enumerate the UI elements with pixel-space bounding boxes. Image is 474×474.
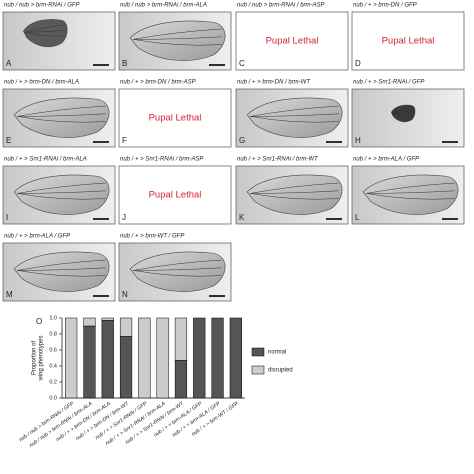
y-tick-label: 0.8 xyxy=(49,331,57,337)
wing-veins xyxy=(133,28,222,46)
wing-image xyxy=(13,251,110,292)
wing-veins xyxy=(17,182,106,200)
wing-veins xyxy=(17,259,106,277)
panel-label: nub / + > brm-ALA / GFP xyxy=(353,157,419,163)
panel-letter: F xyxy=(122,136,127,145)
wing-veins xyxy=(392,108,415,116)
wing-image xyxy=(246,174,343,215)
panel-letter: L xyxy=(355,213,360,222)
bar-segment xyxy=(174,360,188,399)
panel-letter: I xyxy=(6,213,8,222)
legend-swatch xyxy=(251,365,265,375)
bar-segment xyxy=(138,317,151,399)
panel-label: nub / nub > brm-RNAi / GFP xyxy=(4,3,80,9)
bar-segment xyxy=(65,317,78,399)
bar-segment xyxy=(156,317,169,399)
panel-label: nub / + > Snr1-RNAi / brm-ALA xyxy=(4,157,87,163)
wing-veins xyxy=(250,105,339,123)
legend-label: disrupted xyxy=(268,368,293,374)
y-tick-label: 0.2 xyxy=(49,379,57,385)
y-tick-label: 0.6 xyxy=(49,347,57,353)
panel-letter: O xyxy=(36,317,42,326)
panel-frame xyxy=(235,11,349,71)
wing-image xyxy=(13,174,110,215)
panel-label: nub / + > brm-DN / brm-WT xyxy=(237,80,311,86)
panel-frame xyxy=(351,11,465,71)
panel-label: nub / + > Snr1-RNAi / brm-ASP xyxy=(120,157,203,163)
panel-label: nub / nub > brm-RNAi / brm-ALA xyxy=(120,3,207,9)
panel-letter: J xyxy=(122,213,126,222)
panel-letter: G xyxy=(239,136,245,145)
panel-letter: N xyxy=(122,290,128,299)
bar-segment xyxy=(119,317,133,337)
bar-segment xyxy=(83,317,96,327)
panel-letter: D xyxy=(355,59,361,68)
wing-image xyxy=(246,97,343,138)
legend-swatch xyxy=(251,347,265,357)
wing-veins xyxy=(17,105,106,123)
pupal-lethal: Pupal Lethal xyxy=(266,36,319,47)
panel-letter: M xyxy=(6,290,13,299)
panel-letter: A xyxy=(6,59,12,68)
panel-letter: E xyxy=(6,136,11,145)
bar-segment xyxy=(211,317,224,399)
wing-image xyxy=(129,251,226,292)
panel-label: nub / + > brm-DN / GFP xyxy=(353,3,417,9)
wing-image xyxy=(129,20,226,61)
bar-chart: O Proportion of wing phenotypes 0.0 0.2 0.4 0.… xyxy=(18,315,293,448)
y-tick-label: 0.4 xyxy=(49,363,57,369)
y-tick-label: 1.0 xyxy=(49,315,57,321)
bar-segment xyxy=(193,317,206,399)
panel-letter: H xyxy=(355,136,361,145)
panel-label: nub / + > Snr1-RNAi / GFP xyxy=(353,80,424,86)
bar-segment xyxy=(174,317,188,361)
bar-segment xyxy=(229,317,242,399)
panel-label: nub / + > brm-ALA / GFP xyxy=(4,234,70,240)
panel-letter: K xyxy=(239,213,245,222)
pupal-lethal: Pupal Lethal xyxy=(149,190,202,201)
wing-veins xyxy=(24,24,66,37)
y-axis-label: wing phenotypes xyxy=(39,335,45,381)
bar-segment xyxy=(83,325,96,399)
wing-image xyxy=(13,97,110,138)
pupal-lethal: Pupal Lethal xyxy=(382,36,435,47)
legend-label: normal xyxy=(268,350,286,356)
wing-veins xyxy=(133,259,222,277)
bar-segment xyxy=(101,320,114,399)
panel-label: nub / + > brm-DN / brm-ALA xyxy=(4,80,79,86)
panel-letter: B xyxy=(122,59,127,68)
panel-label: nub / + > brm-DN / brm-ASP xyxy=(120,80,196,86)
wing-veins xyxy=(366,182,455,200)
panel-label: nub / + > Snr1-RNAi / brm-WT xyxy=(237,157,319,163)
panel-frame xyxy=(118,88,232,148)
y-axis-label: Proportion of xyxy=(32,340,38,375)
panel-frame xyxy=(118,165,232,225)
bar-segment xyxy=(101,317,114,321)
panel-label: nub / + > brm-WT / GFP xyxy=(120,234,184,240)
panel-letter: C xyxy=(239,59,245,68)
panel-label: nub / nub > brm-RNAi / brm-ASP xyxy=(237,3,325,9)
wing-image xyxy=(23,19,68,48)
y-tick-label: 0.0 xyxy=(49,395,57,401)
bar-segment xyxy=(119,336,133,399)
wing-image xyxy=(362,174,459,215)
wing-veins xyxy=(250,182,339,200)
pupal-lethal: Pupal Lethal xyxy=(149,113,202,124)
